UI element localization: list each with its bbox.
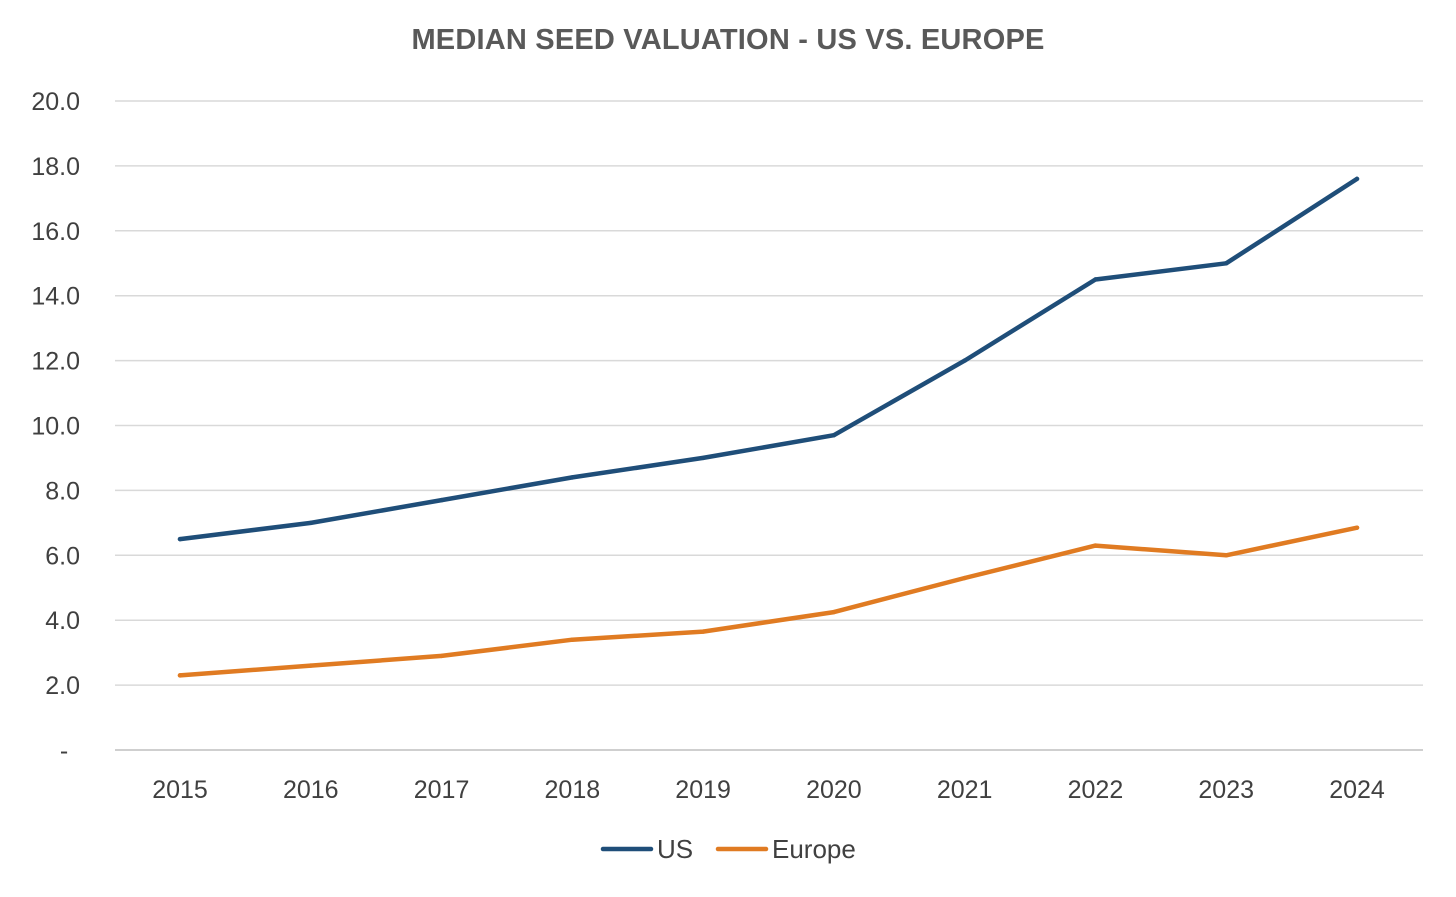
series-line-us	[177, 176, 1360, 542]
data-point-europe	[1224, 553, 1229, 558]
x-axis-labels: 2015 2016 2017 2018 2019 2020 2021 2022 2023 2024	[152, 776, 1385, 804]
y-tick-label: 8.0	[45, 477, 80, 505]
x-tick-label: 2024	[1329, 776, 1385, 804]
data-point-us	[962, 358, 967, 363]
data-point-europe	[962, 575, 967, 581]
data-point-us	[439, 497, 444, 503]
y-tick-label: 10.0	[31, 413, 80, 441]
y-tick-label: 20.0	[31, 88, 80, 116]
data-point-us	[308, 520, 313, 526]
y-tick-label: 16.0	[31, 218, 80, 246]
x-tick-label: 2018	[545, 776, 601, 804]
x-tick-label: 2021	[937, 776, 993, 804]
x-tick-label: 2015	[152, 776, 208, 804]
data-point-us	[1354, 176, 1360, 182]
x-tick-label: 2022	[1068, 776, 1124, 804]
x-tick-label: 2017	[414, 776, 470, 804]
y-axis-labels: - 2.0 4.0 6.0 8.0 10.0 12.0 14.0 16.0 18.0 20.0	[31, 88, 80, 765]
y-tick-label: 14.0	[31, 283, 80, 311]
data-point-europe	[700, 629, 706, 634]
y-tick-label: -	[60, 737, 68, 765]
gridlines	[115, 100, 1423, 751]
x-tick-label: 2023	[1198, 776, 1254, 804]
x-tick-label: 2020	[806, 776, 862, 804]
chart-title: MEDIAN SEED VALUATION - US VS. EUROPE	[411, 24, 1045, 56]
y-tick-label: 12.0	[31, 348, 80, 376]
data-point-europe	[831, 609, 837, 615]
legend: US Europe	[600, 834, 856, 864]
legend-label-europe: Europe	[772, 834, 856, 864]
y-tick-label: 6.0	[45, 542, 80, 570]
y-tick-label: 18.0	[31, 153, 80, 181]
y-tick-label: 4.0	[45, 607, 80, 635]
data-point-us	[177, 536, 183, 542]
legend-label-us: US	[657, 834, 693, 864]
data-point-europe	[1354, 525, 1360, 530]
data-point-us	[570, 475, 575, 480]
data-point-europe	[1093, 543, 1098, 548]
series-lines	[177, 176, 1360, 678]
data-point-europe	[439, 653, 444, 659]
data-point-europe	[177, 673, 183, 678]
x-tick-label: 2019	[675, 776, 731, 804]
data-point-europe	[570, 637, 575, 642]
data-point-us	[700, 455, 706, 461]
data-point-us	[1224, 261, 1229, 266]
data-point-us	[1093, 277, 1098, 282]
series-line-europe	[177, 525, 1360, 678]
data-point-europe	[308, 663, 313, 668]
data-point-us	[831, 433, 837, 438]
x-tick-label: 2016	[283, 776, 339, 804]
y-tick-label: 2.0	[45, 672, 80, 700]
